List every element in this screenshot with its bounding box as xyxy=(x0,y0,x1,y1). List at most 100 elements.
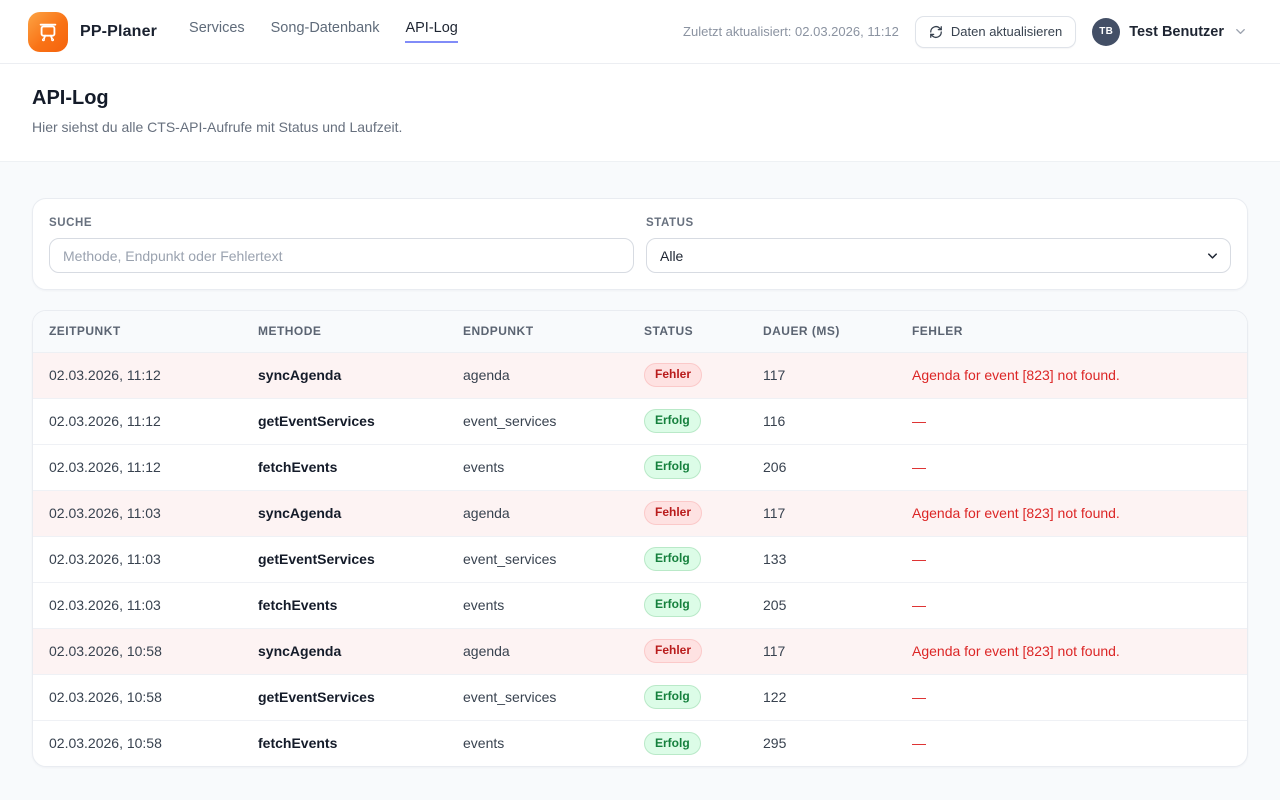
cell-fehler: Agenda for event [823] not found. xyxy=(896,490,1247,537)
search-label: SUCHE xyxy=(49,217,93,229)
cell-dauer: 116 xyxy=(747,398,896,445)
table-row: 02.03.2026, 11:03 syncAgenda agenda Fehler 1… xyxy=(33,490,1247,537)
cell-fehler: Agenda for event [823] not found. xyxy=(896,352,1247,399)
cell-methode: getEventServices xyxy=(242,674,447,721)
cell-methode: fetchEvents xyxy=(258,735,338,752)
col-header-fehler: FEHLER xyxy=(896,311,1247,353)
cell-fehler: Agenda for event [823] not found. xyxy=(896,628,1247,675)
api-log-table-body: 02.03.2026, 11:12 syncAgenda agenda Fehler 1… xyxy=(33,352,1247,766)
brand-name: PP-Planer xyxy=(80,22,158,40)
cell-zeitpunkt: 02.03.2026, 11:12 xyxy=(33,444,242,491)
cell-zeitpunkt: 02.03.2026, 11:12 xyxy=(33,352,242,399)
cell-fehler: — xyxy=(896,674,1247,721)
cell-dauer: 122 xyxy=(747,674,896,721)
presentation-icon xyxy=(37,21,59,43)
status-field-group: STATUS Alle xyxy=(646,217,1231,273)
topbar: PP-Planer Services Song-Datenbank API-Lo… xyxy=(0,0,1280,64)
status-badge: Erfolg xyxy=(644,593,701,617)
table-row: 02.03.2026, 10:58 syncAgenda agenda Fehler 1… xyxy=(33,628,1247,675)
cell-status: Erfolg xyxy=(628,444,747,491)
col-header-methode: METHODE xyxy=(242,311,447,353)
chevron-down-icon xyxy=(1233,24,1248,39)
cell-zeitpunkt: 02.03.2026, 11:03 xyxy=(33,536,242,583)
cell-zeitpunkt: 02.03.2026, 11:12 xyxy=(33,398,242,445)
cell-methode: getEventServices xyxy=(242,536,447,583)
cell-dauer: 295 xyxy=(763,735,787,752)
cell-methode: fetchEvents xyxy=(242,444,447,491)
cell-fehler: — xyxy=(896,536,1247,583)
cell-fehler: — xyxy=(912,735,926,752)
refresh-button-label: Daten aktualisieren xyxy=(950,24,1063,39)
status-label: STATUS xyxy=(646,217,694,229)
table-row: 02.03.2026, 11:12 syncAgenda agenda Fehler 1… xyxy=(33,352,1247,399)
status-badge: Fehler xyxy=(644,363,703,387)
last-updated-text: Zuletzt aktualisiert: 02.03.2026, 11:12 xyxy=(683,24,899,39)
cell-methode: syncAgenda xyxy=(242,352,447,399)
cell-endpunkt: agenda xyxy=(447,628,628,675)
table-row: 02.03.2026, 10:58 getEventServices event_s… xyxy=(33,674,1247,721)
main-content: SUCHE STATUS Alle xyxy=(0,162,1280,767)
cell-endpunkt: events xyxy=(447,444,628,491)
avatar: TB xyxy=(1092,17,1121,46)
cell-endpunkt: agenda xyxy=(447,490,628,537)
cell-endpunkt: event_services xyxy=(447,398,628,445)
col-header-dauer: DAUER (MS) xyxy=(747,311,896,353)
col-header-endpunkt: ENDPUNKT xyxy=(447,311,628,353)
cell-methode: fetchEvents xyxy=(242,582,447,629)
status-select[interactable]: Alle xyxy=(646,238,1231,273)
page-head: API-Log Hier siehst du alle CTS-API-Aufr… xyxy=(0,64,1280,162)
cell-status: Fehler xyxy=(628,628,747,675)
cell-zeitpunkt: 02.03.2026, 10:58 xyxy=(33,628,242,675)
cell-status: Fehler xyxy=(628,490,747,537)
cell-status: Erfolg xyxy=(628,720,747,766)
cell-status: Erfolg xyxy=(628,582,747,629)
status-badge: Erfolg xyxy=(644,685,701,709)
nav-item-song-datenbank[interactable]: Song-Datenbank xyxy=(270,20,380,36)
status-badge: Erfolg xyxy=(644,455,701,479)
user-menu[interactable]: TB Test Benutzer xyxy=(1092,17,1248,46)
table-row: 02.03.2026, 11:03 getEventServices event_s… xyxy=(33,536,1247,583)
cell-zeitpunkt: 02.03.2026, 10:58 xyxy=(49,735,162,752)
cell-dauer: 117 xyxy=(747,352,896,399)
cell-zeitpunkt: 02.03.2026, 11:03 xyxy=(33,582,242,629)
status-badge: Erfolg xyxy=(644,731,701,755)
status-badge: Erfolg xyxy=(644,409,701,433)
refresh-icon xyxy=(929,25,943,39)
filter-card: SUCHE STATUS Alle xyxy=(32,198,1248,290)
cell-fehler: — xyxy=(896,582,1247,629)
page-subtitle: Hier siehst du alle CTS-API-Aufrufe mit … xyxy=(32,119,403,135)
status-badge: Erfolg xyxy=(644,547,701,571)
cell-endpunkt: events xyxy=(463,735,505,752)
topbar-right: Zuletzt aktualisiert: 02.03.2026, 11:12 … xyxy=(683,15,1248,48)
cell-dauer: 206 xyxy=(747,444,896,491)
cell-endpunkt: agenda xyxy=(447,352,628,399)
table-row: 02.03.2026, 11:12 getEventServices event_s… xyxy=(33,398,1247,445)
page-title: API-Log xyxy=(32,87,109,109)
api-log-table-card: ZEITPUNKT METHODE ENDPUNKT STATUS DAUER … xyxy=(32,310,1248,767)
cell-fehler: — xyxy=(896,444,1247,491)
cell-methode: syncAgenda xyxy=(242,628,447,675)
col-header-zeitpunkt: ZEITPUNKT xyxy=(33,311,242,353)
col-header-status: STATUS xyxy=(628,311,747,353)
table-header: ZEITPUNKT METHODE ENDPUNKT STATUS DAUER … xyxy=(33,311,1247,353)
nav-item-api-log[interactable]: API-Log xyxy=(405,20,458,43)
table-row: 02.03.2026, 11:12 fetchEvents events Erfolg… xyxy=(33,444,1247,491)
cell-zeitpunkt: 02.03.2026, 11:03 xyxy=(33,490,242,537)
cell-dauer: 205 xyxy=(747,582,896,629)
nav-item-services[interactable]: Services xyxy=(189,20,245,36)
cell-endpunkt: event_services xyxy=(447,674,628,721)
cell-dauer: 117 xyxy=(747,628,896,675)
cell-methode: syncAgenda xyxy=(242,490,447,537)
app-logo xyxy=(28,11,68,52)
search-input[interactable] xyxy=(49,238,634,273)
refresh-data-button[interactable]: Daten aktualisieren xyxy=(914,15,1077,48)
api-log-table: ZEITPUNKT METHODE ENDPUNKT STATUS DAUER … xyxy=(33,311,1247,766)
cell-status: Erfolg xyxy=(628,398,747,445)
table-row: 02.03.2026, 10:58 fetchEvents events Erfolg… xyxy=(33,720,1247,766)
cell-zeitpunkt: 02.03.2026, 10:58 xyxy=(33,674,242,721)
cell-fehler: — xyxy=(896,398,1247,445)
cell-status: Erfolg xyxy=(628,674,747,721)
main-nav: Services Song-Datenbank API-Log xyxy=(189,20,458,43)
table-row: 02.03.2026, 11:03 fetchEvents events Erfolg… xyxy=(33,582,1247,629)
cell-status: Erfolg xyxy=(628,536,747,583)
